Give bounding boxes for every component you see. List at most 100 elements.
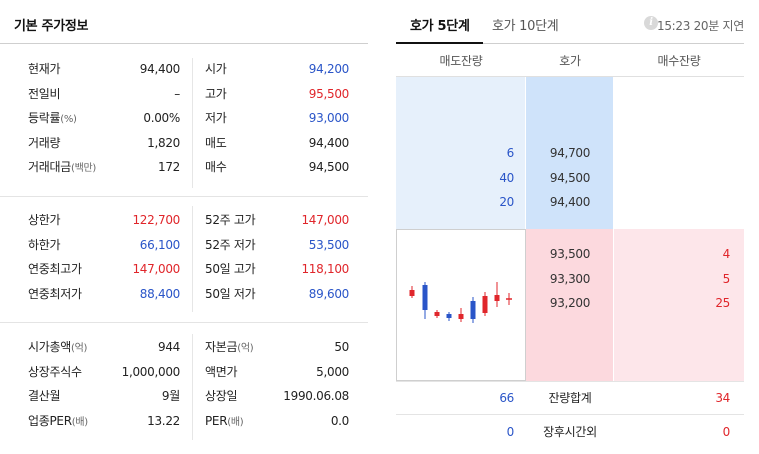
total-buy-qty: 34 (715, 391, 730, 405)
after-hours-sell-qty: 0 (506, 425, 515, 439)
value: 94,400 (139, 62, 181, 76)
header-sell-qty: 매도잔량 (439, 54, 483, 68)
label: 고가 (205, 86, 227, 104)
value: 53,500 (308, 237, 350, 252)
value: 94,400 (308, 135, 350, 150)
label: 등락률(%) (28, 110, 77, 128)
label-text: 시가총액 (28, 340, 71, 354)
label-text: 상한가 (28, 213, 61, 227)
label: 상장주식수 (28, 364, 82, 382)
title-divider (0, 43, 368, 44)
label-text: 등락률 (28, 111, 61, 125)
label: 매수 (205, 159, 227, 177)
buy-price[interactable]: 93,200 (549, 296, 591, 310)
label-text: 거래량 (28, 135, 61, 150)
sell-price[interactable]: 94,400 (549, 195, 591, 209)
label: 연중최저가 (28, 286, 82, 304)
tab-10-levels[interactable]: 호가 10단계 (492, 19, 559, 34)
label-text: 업종PER (28, 413, 72, 428)
label-text: 저가 (205, 111, 227, 125)
summary-divider (396, 381, 744, 382)
sell-qty: 6 (506, 146, 515, 160)
basic-stock-info-panel: 기본 주가정보 현재가 94,400 시가 94,200 전일비 – 고가 95,500 등락률… (0, 0, 368, 454)
sell-price[interactable]: 94,500 (549, 170, 591, 185)
tab-5-levels[interactable]: 호가 5단계 (410, 19, 470, 34)
section-divider (0, 196, 368, 197)
delay-time-text: 15:23 20분 지연 (656, 19, 744, 33)
label-text: 50일 저가 (205, 286, 256, 301)
label-text: 시가 (205, 62, 227, 76)
label-text: 상장주식수 (28, 364, 82, 379)
label: 50일 고가 (205, 261, 256, 279)
info-row: 상한가 122,700 52주 고가 147,000 (0, 208, 368, 232)
label: 상한가 (28, 212, 61, 230)
value: 94,500 (308, 160, 350, 174)
info-row: 결산월 9월 상장일 1990.06.08 (0, 384, 368, 408)
sell-qty: 40 (499, 170, 514, 185)
after-hours-label: 장후시간외 (543, 425, 597, 439)
value: 1,000,000 (121, 364, 181, 379)
info-row: 등락률(%) 0.00% 저가 93,000 (0, 106, 368, 130)
value: 95,500 (308, 86, 350, 101)
value: 89,600 (308, 286, 350, 301)
label-text: 52주 저가 (205, 237, 256, 252)
info-icon[interactable]: i (644, 16, 658, 30)
label-text: 상장일 (205, 389, 238, 403)
label-text: 현재가 (28, 62, 61, 76)
sell-price-area (526, 77, 613, 229)
label-text: 하한가 (28, 237, 61, 252)
column-divider (192, 206, 193, 312)
label-text: 액면가 (205, 364, 238, 379)
header-divider (396, 76, 744, 77)
sell-price[interactable]: 94,700 (549, 146, 591, 160)
header-price: 호가 (559, 54, 581, 68)
label-text: 매수 (205, 160, 227, 174)
value: 1,820 (147, 135, 180, 150)
label-text: 고가 (205, 86, 227, 101)
buy-price[interactable]: 93,500 (549, 247, 591, 261)
value: 0.0 (330, 413, 349, 428)
label-text: 연중최고가 (28, 262, 82, 276)
info-row: 거래량 1,820 매도 94,400 (0, 131, 368, 155)
value: 94,200 (308, 62, 350, 76)
value: 66,100 (139, 237, 181, 252)
label-text: 52주 고가 (205, 213, 256, 227)
label: 현재가 (28, 61, 61, 79)
header-buy-qty: 매수잔량 (657, 54, 701, 68)
label-unit: (배) (71, 416, 88, 428)
label-text: 전일비 (28, 86, 61, 101)
label: 시가총액(억) (28, 339, 87, 357)
candle (434, 310, 440, 318)
label: 거래량 (28, 135, 61, 153)
label-unit: (억) (237, 343, 254, 354)
label: PER(배) (205, 413, 244, 431)
info-row: 연중최고가 147,000 50일 고가 118,100 (0, 257, 368, 281)
buy-price-area (526, 229, 613, 381)
candle (494, 282, 500, 307)
buy-qty-area (614, 229, 744, 381)
label: 매도 (205, 135, 227, 153)
after-hours-buy-qty: 0 (722, 425, 731, 439)
active-tab-indicator (396, 42, 483, 44)
label-text: 거래대금 (28, 160, 71, 174)
column-divider (192, 334, 193, 440)
sell-qty-area (396, 77, 525, 229)
total-label: 잔량합계 (548, 391, 592, 405)
info-row: 거래대금(백만) 172 매수 94,500 (0, 155, 368, 179)
summary-divider (396, 414, 744, 415)
buy-price[interactable]: 93,300 (549, 271, 591, 286)
info-row: 연중최저가 88,400 50일 저가 89,600 (0, 282, 368, 306)
label: 50일 저가 (205, 286, 256, 304)
label: 시가 (205, 61, 227, 79)
label-unit: (백만) (70, 163, 96, 174)
buy-qty: 4 (722, 247, 731, 261)
candle (422, 282, 428, 319)
label: 거래대금(백만) (28, 159, 96, 177)
value: 88,400 (139, 286, 181, 301)
value: – (174, 86, 180, 101)
section-divider (0, 322, 368, 323)
buy-qty: 5 (722, 271, 731, 286)
candle (409, 286, 415, 298)
value: 118,100 (301, 262, 349, 276)
info-row: 현재가 94,400 시가 94,200 (0, 57, 368, 81)
